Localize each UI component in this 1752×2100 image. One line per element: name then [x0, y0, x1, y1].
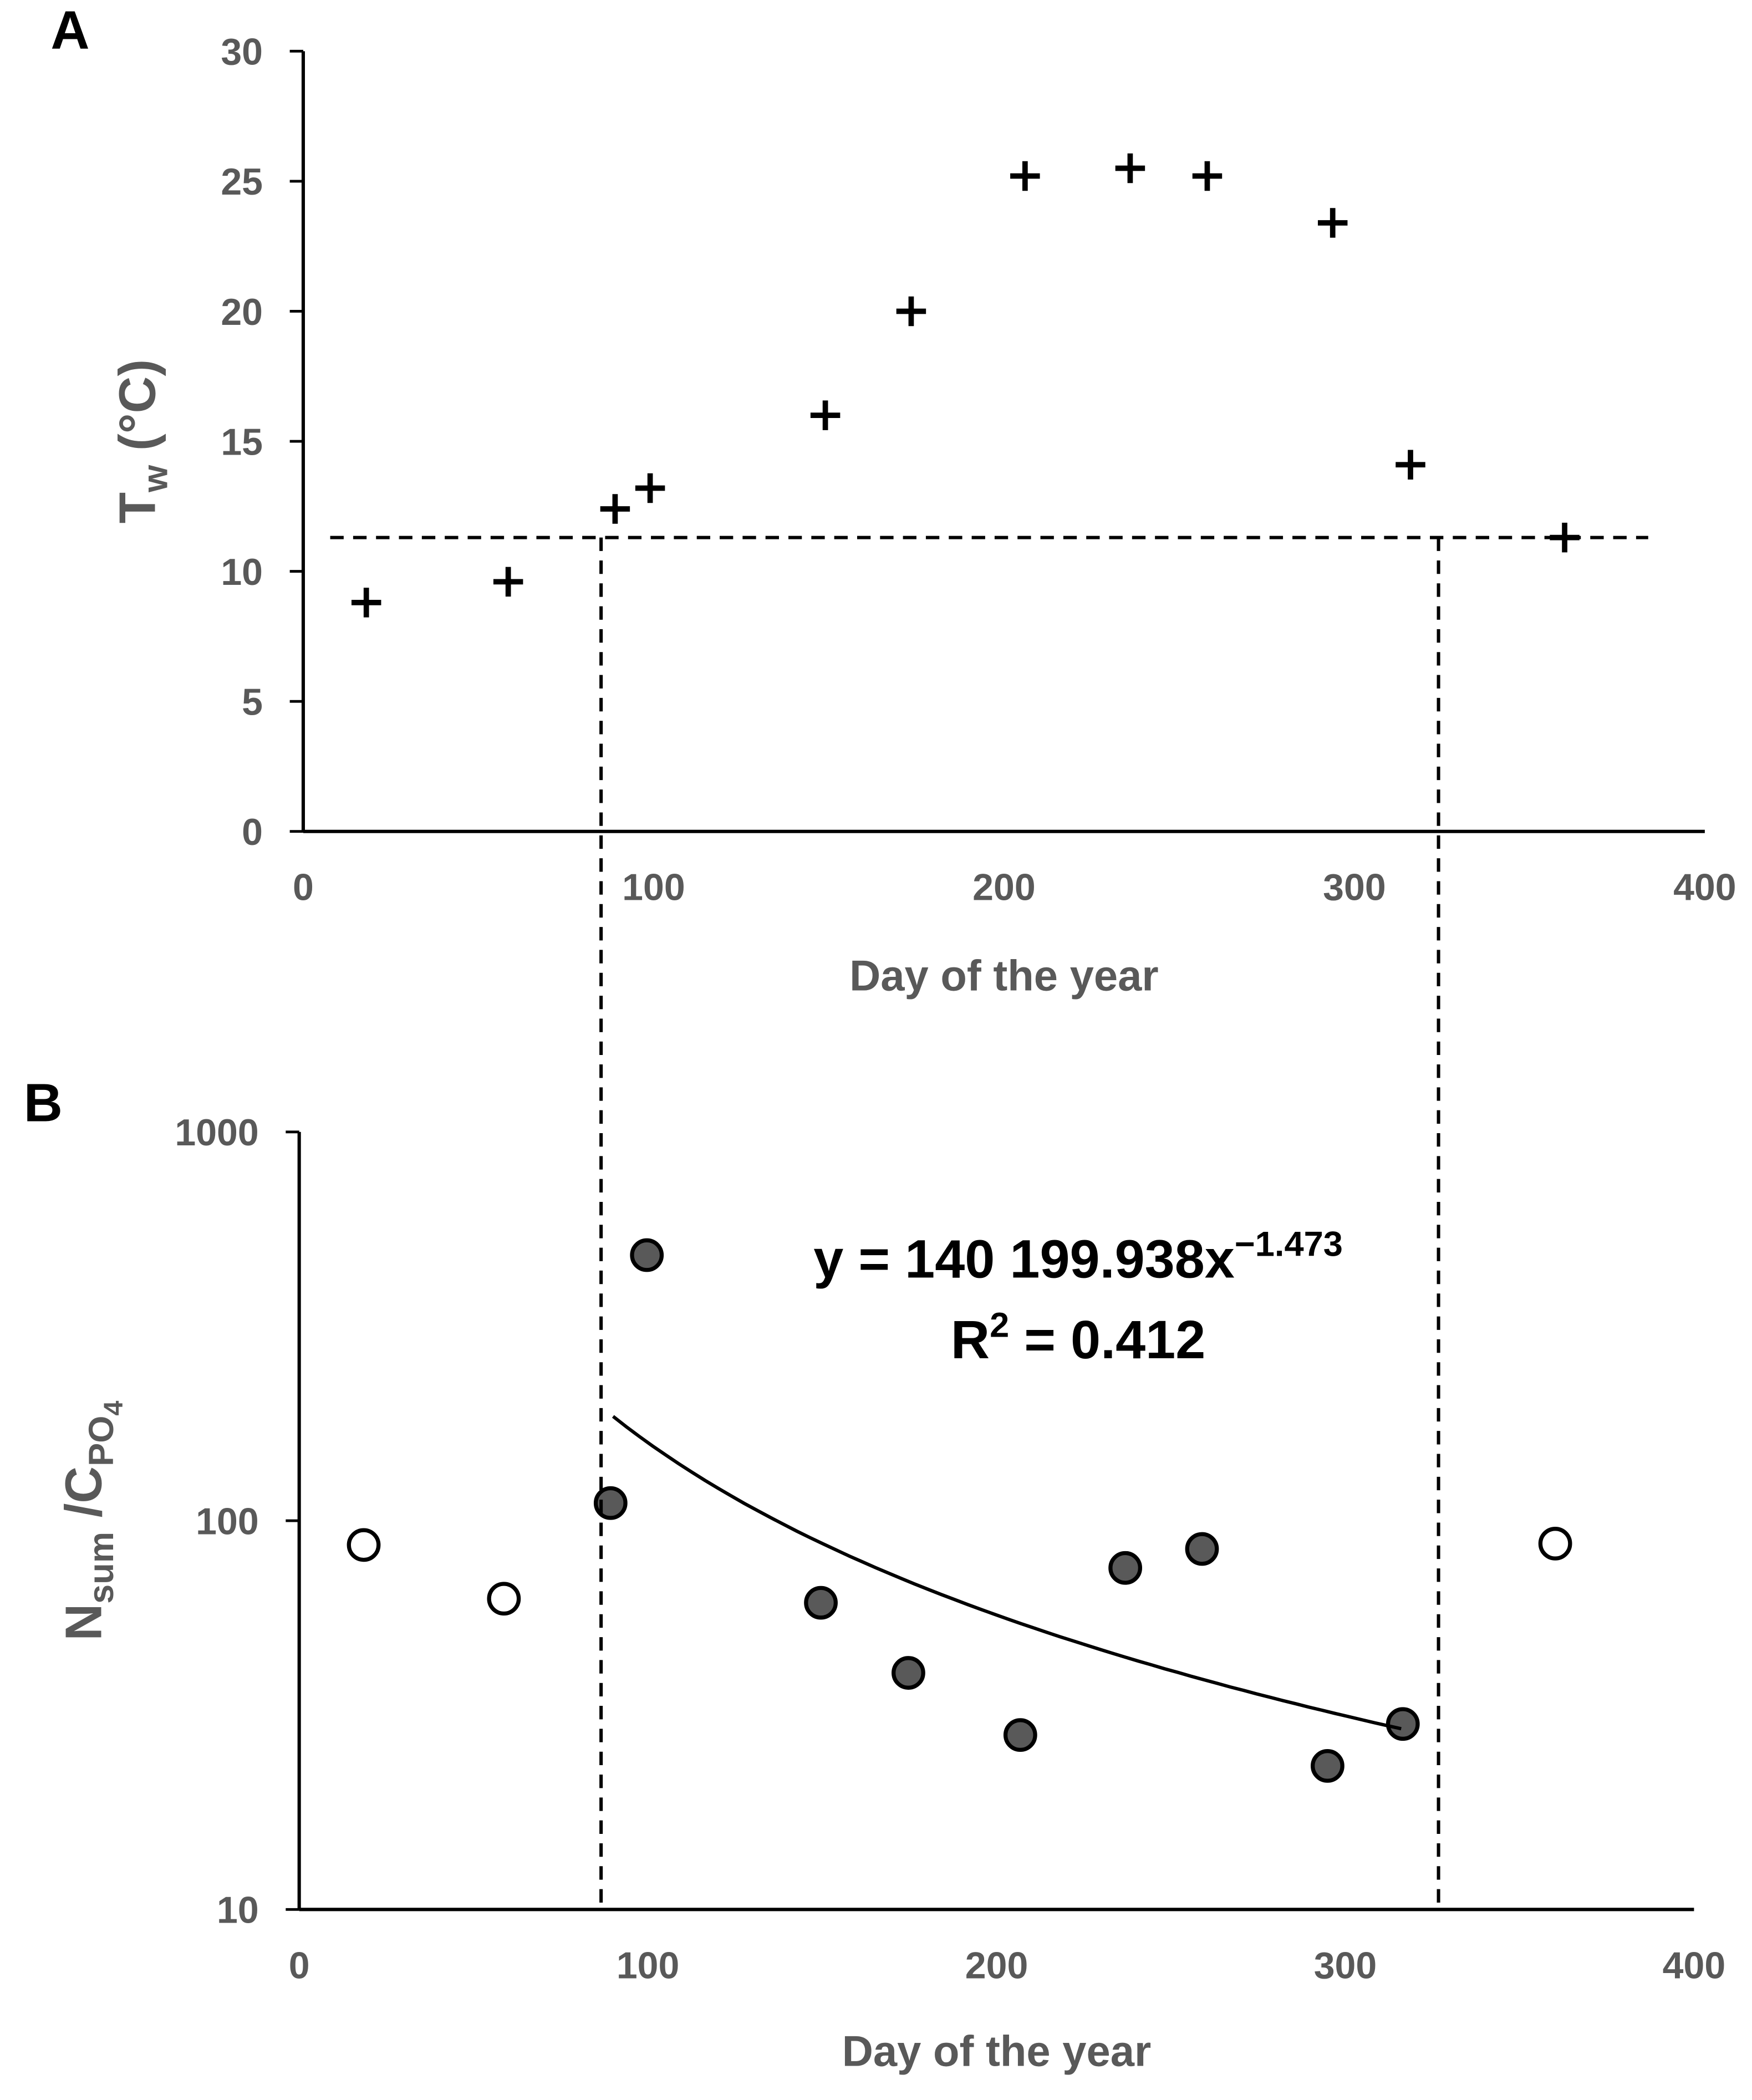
x-tick-label: 400 — [1663, 1944, 1726, 1986]
point — [1010, 161, 1040, 191]
y-tick-label: 5 — [242, 681, 263, 723]
y-axis-title-part: w — [136, 465, 175, 493]
x-tick-label: 0 — [289, 1944, 310, 1986]
y-axis-title-part: T — [109, 492, 166, 523]
fit-line — [612, 1415, 1402, 1731]
point — [487, 1582, 521, 1616]
x-tick-label: 300 — [1314, 1944, 1377, 1986]
eq-part: y = — [813, 1229, 905, 1289]
point — [1115, 153, 1145, 184]
point — [593, 1486, 628, 1520]
point — [1003, 1718, 1037, 1752]
x-tick-label: 200 — [965, 1944, 1028, 1986]
x-tick-label: 300 — [1323, 866, 1386, 909]
point — [600, 494, 630, 524]
r2-part: 2 — [990, 1306, 1009, 1344]
y-tick-label: 30 — [221, 31, 263, 73]
point — [351, 588, 381, 618]
y-tick-label: 10 — [217, 1889, 259, 1931]
y-axis-title-part: 4 — [99, 1401, 129, 1416]
x-tick-label: 200 — [972, 866, 1036, 909]
point — [493, 567, 523, 597]
point — [804, 1586, 838, 1620]
point — [1396, 450, 1425, 480]
y-axis-title-part: (°C) — [109, 359, 166, 465]
eq-coefficient: 140 199.938 — [905, 1229, 1205, 1289]
x-tick-label: 0 — [293, 866, 314, 909]
y-axis-title-part: /C — [54, 1466, 112, 1532]
y-axis-title-part: PO — [82, 1416, 121, 1466]
r2-part: R — [951, 1309, 990, 1370]
panel-label: A — [50, 0, 89, 60]
point — [347, 1528, 381, 1562]
x-axis-title: Day of the year — [842, 2027, 1152, 2075]
point — [1192, 161, 1223, 191]
point — [892, 1656, 925, 1690]
point — [810, 400, 841, 430]
y-tick-label: 100 — [196, 1500, 259, 1542]
eq-exponent: −1.473 — [1235, 1225, 1343, 1263]
y-tick-label: 20 — [221, 291, 263, 333]
point — [1108, 1551, 1143, 1585]
point — [896, 296, 926, 327]
y-tick-label: 10 — [221, 551, 263, 593]
y-tick-label: 0 — [242, 811, 263, 853]
y-axis-title-part: sum — [82, 1532, 121, 1604]
fit-r2: R2 = 0.412 — [951, 1306, 1205, 1370]
point — [1386, 1707, 1420, 1741]
eq-part: x — [1205, 1229, 1235, 1289]
x-axis-title: Day of the year — [849, 952, 1159, 1000]
y-tick-label: 1000 — [175, 1112, 258, 1154]
point — [1311, 1749, 1344, 1783]
y-axis-title: Tw (°C) — [109, 359, 175, 523]
y-tick-label: 25 — [221, 161, 263, 203]
r2-part: = — [1009, 1309, 1071, 1370]
point — [1317, 208, 1348, 238]
y-axis-title: Nsum /CPO4 — [54, 1401, 129, 1641]
fit-equation: y = 140 199.938x−1.473 — [813, 1225, 1343, 1289]
y-axis-title-part: N — [54, 1604, 112, 1641]
point — [1538, 1527, 1572, 1561]
panel-label: B — [24, 1072, 63, 1133]
r2-value: 0.412 — [1071, 1309, 1205, 1370]
point — [635, 473, 665, 503]
x-tick-label: 400 — [1673, 866, 1736, 909]
x-tick-label: 100 — [617, 1944, 680, 1986]
x-tick-label: 100 — [622, 866, 685, 909]
y-tick-label: 15 — [221, 421, 263, 463]
point — [1185, 1532, 1219, 1566]
point — [630, 1238, 664, 1272]
